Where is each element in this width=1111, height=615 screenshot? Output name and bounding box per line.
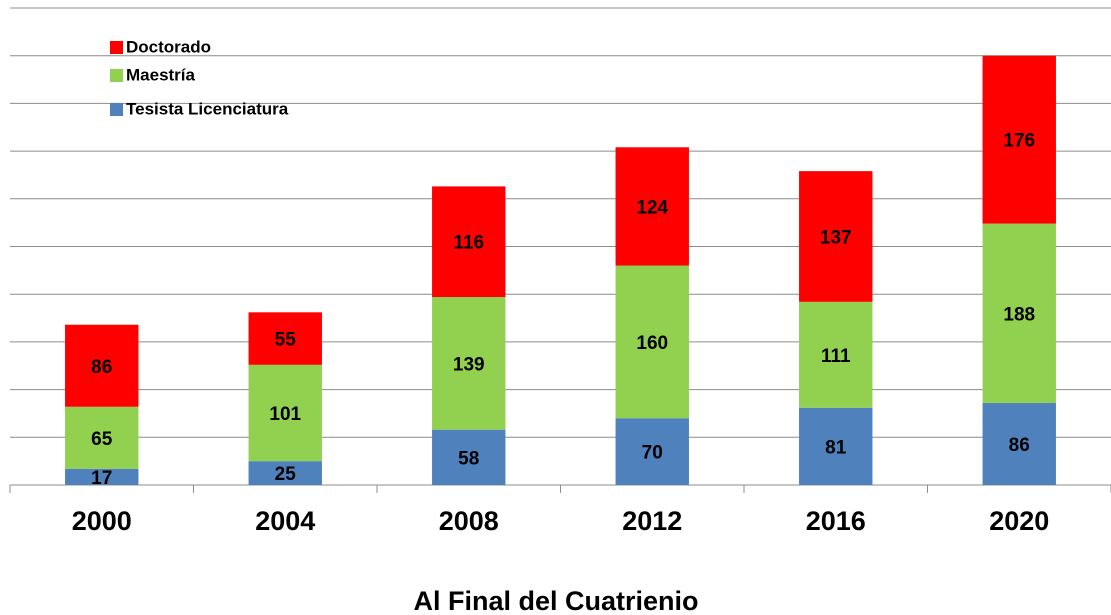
value-label: 81 xyxy=(825,437,847,458)
value-label: 17 xyxy=(91,468,112,489)
x-tick-label: 2008 xyxy=(439,506,499,536)
legend-swatch xyxy=(110,103,123,116)
bar-segment xyxy=(982,55,1056,224)
legend-label: Tesista Licenciatura xyxy=(126,99,289,118)
value-label: 65 xyxy=(91,429,113,450)
legend-label: Maestría xyxy=(126,65,196,84)
x-tick-label: 2012 xyxy=(622,506,682,536)
value-label: 188 xyxy=(1003,304,1035,325)
value-label: 160 xyxy=(636,333,668,354)
bar-segment xyxy=(432,186,506,298)
value-label: 124 xyxy=(636,197,668,218)
bar-segment xyxy=(615,265,689,419)
value-label: 25 xyxy=(275,464,297,485)
bar-segment xyxy=(615,418,689,485)
value-label: 111 xyxy=(821,346,851,367)
value-label: 70 xyxy=(642,443,663,464)
bar-segment xyxy=(248,364,322,462)
x-tick-label: 2004 xyxy=(255,506,315,536)
bar-segment xyxy=(248,461,322,485)
bar-segment xyxy=(65,324,139,407)
value-label: 139 xyxy=(453,354,485,375)
bar-segment xyxy=(615,147,689,266)
value-label: 58 xyxy=(458,448,479,469)
x-tick-label: 2016 xyxy=(806,506,866,536)
value-label: 101 xyxy=(269,404,301,425)
legend-swatch xyxy=(110,69,123,82)
bar-segment xyxy=(248,312,322,365)
x-tick-label: 2020 xyxy=(989,506,1049,536)
value-label: 176 xyxy=(1003,131,1035,152)
bar-segment xyxy=(799,171,873,302)
bar-segment xyxy=(432,297,506,430)
bar-segment xyxy=(799,301,873,408)
x-axis-title: Al Final del Cuatrienio xyxy=(413,586,698,615)
value-label: 116 xyxy=(453,233,484,254)
value-label: 86 xyxy=(1009,435,1030,456)
bar-segment xyxy=(65,406,139,469)
value-label: 86 xyxy=(91,357,112,378)
x-tick-label: 2000 xyxy=(72,506,132,536)
bar-segment xyxy=(65,468,139,485)
bar-segment xyxy=(799,407,873,485)
legend-label: Doctorado xyxy=(126,37,211,56)
bar-segment xyxy=(432,429,506,485)
value-label: 55 xyxy=(275,330,297,351)
value-label: 137 xyxy=(820,227,852,248)
bar-segment xyxy=(982,402,1056,485)
bar-segment xyxy=(982,223,1056,403)
legend-swatch xyxy=(110,41,123,54)
